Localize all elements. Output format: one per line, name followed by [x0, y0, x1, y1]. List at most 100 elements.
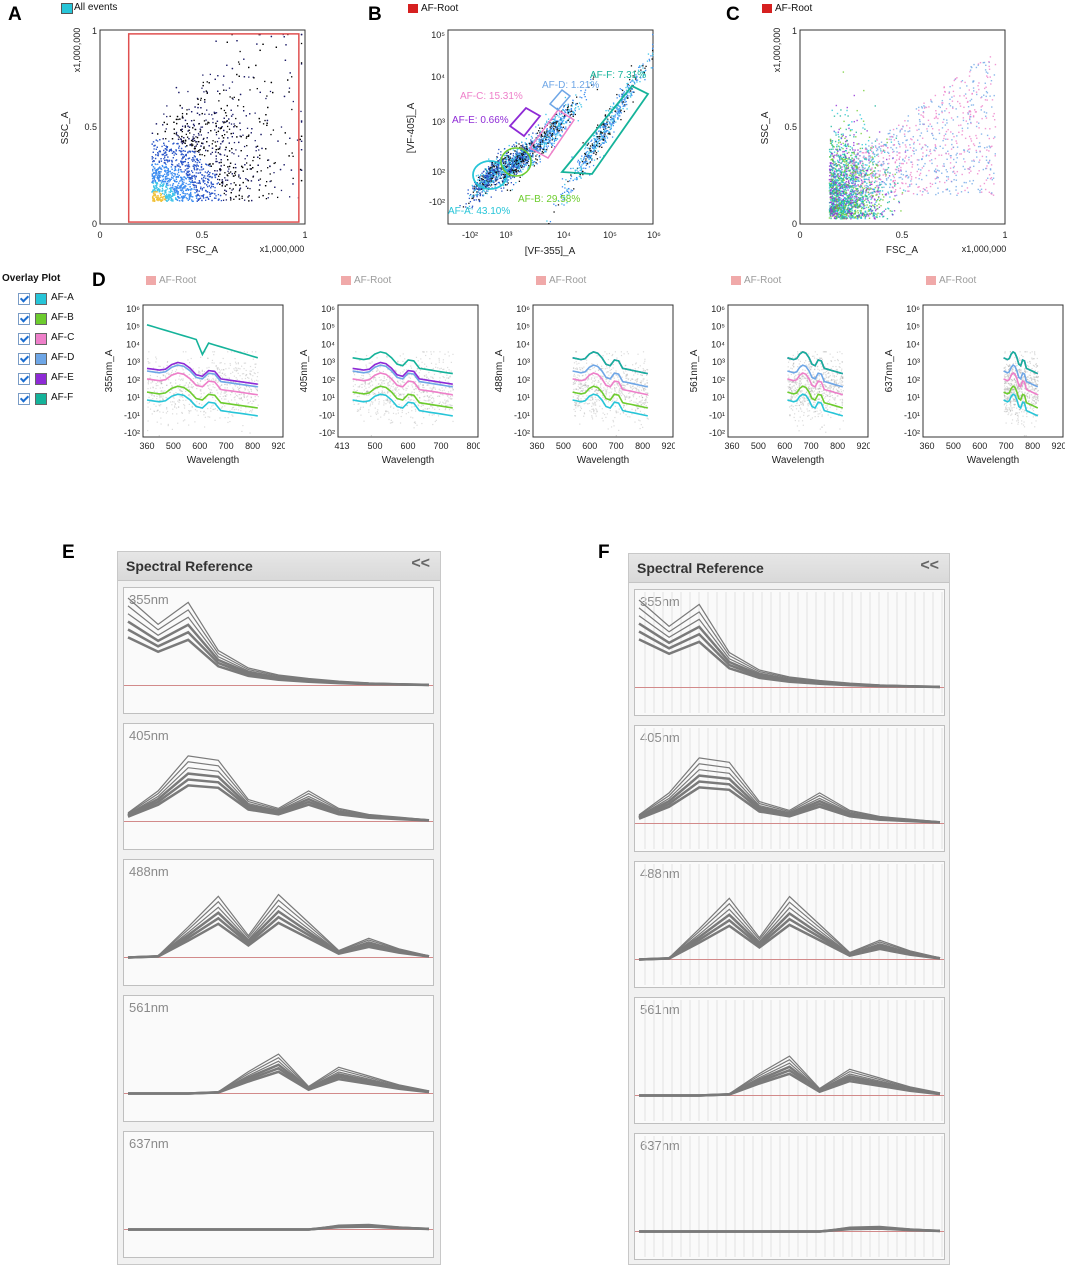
y-axis-title: SSC_A	[60, 111, 71, 144]
x-axis-title: Wavelength	[967, 455, 1019, 466]
reference-spectrum-line	[127, 755, 430, 821]
x-tick: 700	[804, 441, 819, 451]
y-tick: 10⁶	[906, 304, 920, 314]
overlay-item-af-d[interactable]: AF-D	[18, 352, 108, 367]
checkbox-checked-icon[interactable]	[18, 333, 30, 345]
reference-spectrum-line	[128, 1223, 430, 1231]
x-tick: 700	[433, 441, 448, 451]
collapse-button[interactable]: <<	[920, 557, 939, 574]
legend-swatch-af-root	[146, 276, 156, 285]
legend-swatch-af-root	[731, 276, 741, 285]
reference-plot-355nm: 355nm	[123, 587, 434, 714]
series-line-af-c	[572, 372, 648, 396]
gate-label-af-e: AF-E: 0.66%	[452, 115, 509, 126]
legend-af-root: AF-Root	[744, 275, 782, 286]
y-tick: 10⁵	[321, 322, 335, 332]
y-tick-0: 0	[92, 219, 97, 229]
checkbox-checked-icon[interactable]	[18, 353, 30, 365]
y-tick-05: 0.5	[84, 122, 97, 132]
x-scale-label: x1,000,000	[962, 244, 1007, 254]
legend-swatch-af-root	[926, 276, 936, 285]
series-line-af-b	[787, 385, 844, 409]
x-tick: 600	[400, 441, 415, 451]
y-tick: 10⁶	[516, 304, 530, 314]
legend-af-root: AF-Root	[354, 275, 392, 286]
laser-label: 488nm	[129, 864, 169, 879]
x-tick: 700	[609, 441, 624, 451]
overlay-plot-title: Overlay Plot	[2, 273, 61, 284]
gate-af-b	[500, 147, 532, 177]
overlay-item-label: AF-E	[51, 372, 74, 383]
background-events	[147, 351, 259, 437]
panel-header: Spectral Reference <<	[118, 552, 440, 581]
x-tick: 413	[334, 441, 349, 451]
overlay-item-af-c[interactable]: AF-C	[18, 332, 108, 347]
x-axis-title: Wavelength	[772, 455, 824, 466]
x-tick: 600	[582, 441, 597, 451]
y-axis-title: SSC_A	[760, 111, 771, 144]
reference-spectra	[124, 1053, 433, 1095]
y-tick: -10²	[124, 428, 140, 438]
overlay-item-af-e[interactable]: AF-E	[18, 372, 108, 387]
y-tick: 10⁴	[321, 339, 335, 349]
reference-plot-561nm: 561nm	[634, 997, 945, 1124]
x-tick: 920	[856, 441, 870, 451]
legend-swatch-af-root	[341, 276, 351, 285]
x-tick: 600	[192, 441, 207, 451]
reference-spectrum-line	[639, 1055, 941, 1097]
reference-spectrum-line	[127, 921, 430, 959]
laser-label: 355nm	[640, 594, 680, 609]
checkbox-checked-icon[interactable]	[18, 393, 30, 405]
laser-label: 637nm	[640, 1138, 680, 1153]
y-tick: 10³	[322, 357, 335, 367]
y-tick: -10²	[709, 428, 725, 438]
y-tick: 10⁶	[711, 304, 725, 314]
y-tick: 10²	[322, 375, 335, 385]
overlay-item-af-f[interactable]: AF-F	[18, 392, 108, 407]
gate-rectangle	[127, 33, 300, 223]
x-tick-0: 0	[797, 230, 802, 240]
series-line-af-b	[146, 385, 258, 409]
y-tick: 10³	[907, 357, 920, 367]
x-tick: 10⁵	[603, 230, 617, 240]
overlay-item-af-b[interactable]: AF-B	[18, 312, 108, 327]
series-line-af-d	[146, 364, 258, 388]
x-tick: 10³	[499, 230, 512, 240]
reference-plot-561nm: 561nm	[123, 995, 434, 1122]
spectrum-chart-355nm_a: 10⁶ 10⁵ 10⁴ 10³ 10² 10¹ -10¹ -10² 360 500 600 700 80…	[104, 304, 285, 466]
checkbox-checked-icon[interactable]	[18, 293, 30, 305]
panel-label-b: B	[368, 4, 382, 25]
reference-spectrum-line	[127, 613, 430, 686]
y-tick: 10⁵	[711, 322, 725, 332]
y-tick: 10³	[517, 357, 530, 367]
series-line-af-f	[352, 351, 453, 375]
overlay-item-af-a[interactable]: AF-A	[18, 292, 108, 307]
x-tick: 700	[999, 441, 1014, 451]
legend-swatch-af-root	[536, 276, 546, 285]
checkbox-checked-icon[interactable]	[18, 373, 30, 385]
y-tick: 10²	[712, 375, 725, 385]
y-tick: 10²	[432, 167, 445, 177]
y-tick: 10⁴	[431, 72, 445, 82]
gate-af-c	[528, 108, 576, 159]
panel-c-chart: 0 0.5 1 0 0.5 1 FSC_A SSC_A x1,000,000 x…	[760, 26, 1008, 256]
y-tick: 10⁴	[516, 339, 530, 349]
y-tick: 10²	[127, 375, 140, 385]
series-line-af-c	[787, 372, 844, 396]
checkbox-checked-icon[interactable]	[18, 313, 30, 325]
x-tick: 500	[367, 441, 382, 451]
spectrum-chart-405nm_a: 10⁶ 10⁵ 10⁴ 10³ 10² 10¹ -10¹ -10² 413 500 600 700 80…	[299, 304, 480, 466]
reference-spectra	[635, 592, 944, 713]
series-line-af-f	[787, 350, 843, 375]
reference-spectrum-line	[638, 901, 941, 961]
series-line-af-d	[1003, 364, 1039, 388]
reference-spectrum-line	[127, 909, 430, 959]
x-axis-title: FSC_A	[186, 245, 219, 256]
overlay-item-label: AF-F	[51, 392, 74, 403]
x-tick: 920	[271, 441, 285, 451]
gate-label-af-d: AF-D: 1.21%	[542, 80, 599, 91]
reference-spectrum-line	[638, 895, 941, 961]
collapse-button[interactable]: <<	[411, 555, 430, 572]
spectrum-chart-637nm_a: 10⁶ 10⁵ 10⁴ 10³ 10² 10¹ -10¹ -10² 360 500 600 700 80…	[884, 304, 1065, 466]
y-axis-title: 488nm_A	[494, 349, 505, 392]
